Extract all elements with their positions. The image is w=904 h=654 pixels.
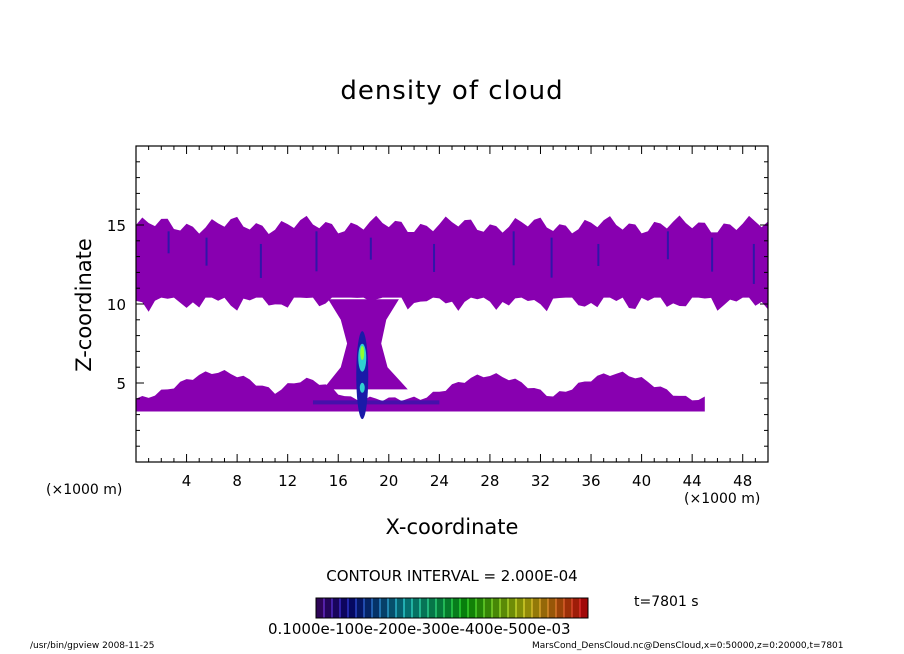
x-tick-label: 36: [581, 472, 600, 490]
colorbar-cell: [500, 598, 509, 618]
colorbar-cell: [380, 598, 389, 618]
colorbar-cell: [476, 598, 485, 618]
lower-cloud-layer: [136, 369, 705, 412]
y-axis-label: Z-coordinate: [72, 238, 96, 372]
colorbar-cell: [412, 598, 421, 618]
colorbar-cell: [460, 598, 469, 618]
colorbar: [315, 597, 589, 619]
contour-interval: CONTOUR INTERVAL = 2.000E-04: [326, 567, 578, 585]
dense-streak: [433, 243, 436, 272]
colorbar-cell: [356, 598, 365, 618]
colorbar-cell: [580, 598, 589, 618]
dense-streak: [369, 237, 372, 260]
x-tick-label: 4: [182, 472, 192, 490]
colorbar-labels: 0.1000e-100e-200e-300e-400e-500e-03: [268, 620, 571, 638]
colorbar-cell: [388, 598, 397, 618]
dense-streak: [711, 237, 714, 272]
cloud-regions: [136, 215, 768, 420]
dense-streak: [259, 243, 262, 278]
colorbar-cell: [372, 598, 381, 618]
colorbar-cell: [564, 598, 573, 618]
x-tick-label: 32: [531, 472, 550, 490]
colorbar-cell: [444, 598, 453, 618]
x-unit-right: (×1000 m): [684, 491, 761, 507]
colorbar-cell: [316, 598, 325, 618]
colorbar-cell: [332, 598, 341, 618]
colorbar-cell: [396, 598, 405, 618]
dense-streak: [666, 231, 669, 260]
colorbar-cell: [524, 598, 533, 618]
time-label: t=7801 s: [634, 594, 699, 610]
dense-streak: [315, 231, 318, 272]
colorbar-cell: [324, 598, 333, 618]
dense-streak: [205, 237, 208, 266]
footer-right: MarsCond_DensCloud.nc@DensCloud,x=0:5000…: [532, 641, 844, 651]
colorbar-cell: [428, 598, 437, 618]
colorbar-cell: [532, 598, 541, 618]
footer-left: /usr/bin/gpview 2008-11-25: [30, 641, 155, 651]
dense-streak: [512, 231, 515, 266]
dense-streak: [550, 237, 553, 278]
colorbar-frame: [315, 597, 589, 619]
colorbar-cell: [556, 598, 565, 618]
colorbar-cell: [420, 598, 429, 618]
core-lower: [359, 382, 365, 393]
x-tick-label: 40: [632, 472, 651, 490]
dense-streak: [752, 243, 755, 284]
chart-title: density of cloud: [340, 76, 564, 106]
colorbar-cell: [468, 598, 477, 618]
x-tick-label: 48: [733, 472, 752, 490]
x-tick-label: 24: [430, 472, 449, 490]
colorbar-cell: [452, 598, 461, 618]
colorbar-cell: [548, 598, 557, 618]
dense-streak: [597, 243, 600, 266]
colorbar-cell: [404, 598, 413, 618]
x-tick-label: 44: [683, 472, 702, 490]
dense-streak: [167, 231, 170, 254]
x-tick-label: 20: [379, 472, 398, 490]
x-unit-left: (×1000 m): [46, 482, 123, 498]
colorbar-cell: [492, 598, 501, 618]
upper-cloud-layer: [136, 215, 768, 312]
colorbar-cell: [340, 598, 349, 618]
x-tick-label: 8: [232, 472, 242, 490]
dense-base: [312, 400, 440, 405]
colorbar-cell: [508, 598, 517, 618]
y-tick-label: 15: [107, 217, 126, 235]
colorbar-cell: [348, 598, 357, 618]
core-peak: [360, 345, 365, 360]
colorbar-cell: [436, 598, 445, 618]
colorbar-cell: [516, 598, 525, 618]
x-tick-label: 12: [278, 472, 297, 490]
colorbar-cell: [572, 598, 581, 618]
y-tick-label: 10: [107, 296, 126, 314]
colorbar-cell: [364, 598, 373, 618]
x-axis-label: X-coordinate: [385, 515, 519, 539]
x-tick-label: 16: [329, 472, 348, 490]
x-tick-label: 28: [480, 472, 499, 490]
y-tick-label: 5: [116, 375, 126, 393]
colorbar-cell: [540, 598, 549, 618]
colorbar-cell: [484, 598, 493, 618]
